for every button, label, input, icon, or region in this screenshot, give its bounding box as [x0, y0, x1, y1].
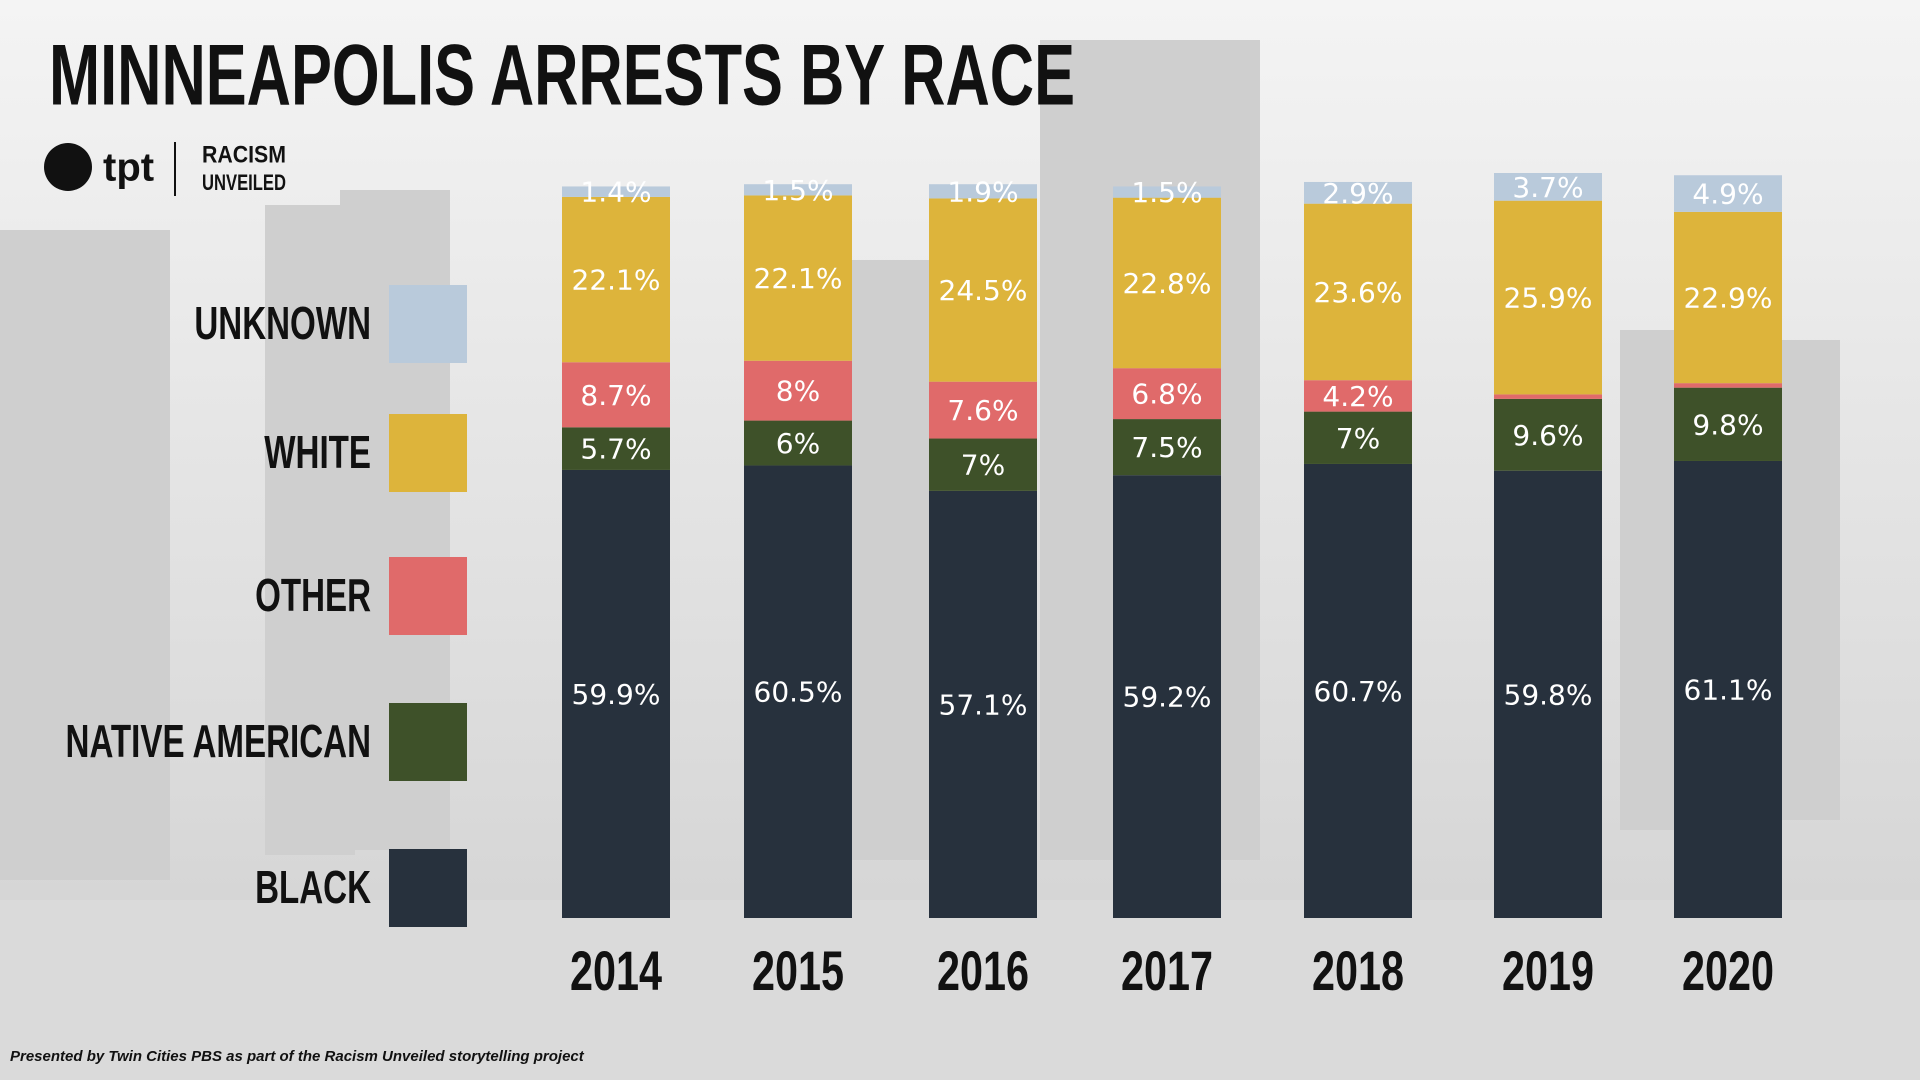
bar-segment [562, 469, 670, 918]
bar-segment [1113, 419, 1221, 476]
bar-segment [1674, 175, 1782, 212]
bar-segment [1674, 383, 1782, 388]
value-label: 59.2% [1123, 681, 1212, 714]
value-label: 25.9% [1504, 282, 1593, 315]
legend-swatch [389, 414, 467, 492]
value-label: 59.8% [1504, 678, 1593, 711]
bar-segment [1113, 475, 1221, 918]
value-label: 8% [776, 375, 820, 408]
value-label: 8.7% [580, 379, 651, 412]
value-label: 23.6% [1314, 276, 1403, 309]
footer: Presented by Twin Cities PBS as part of … [10, 1048, 585, 1065]
value-label: 4.9% [1692, 178, 1763, 211]
bar-segment [1494, 172, 1602, 201]
legend-swatch [389, 285, 467, 363]
bar-segment [744, 195, 852, 361]
bar-segment [1674, 211, 1782, 384]
bar-segment [744, 360, 852, 421]
bar-segment [1304, 463, 1412, 918]
x-tick-label: 2018 [1312, 939, 1404, 1002]
value-label: 2.9% [1322, 177, 1393, 210]
value-label: 61.1% [1684, 673, 1773, 706]
value-label: 22.1% [572, 264, 661, 297]
bar-segment [744, 184, 852, 196]
x-tick-label: 2017 [1121, 939, 1213, 1002]
bar-segment [1674, 387, 1782, 461]
project-name: UNVEILED [202, 170, 286, 195]
value-label: 7% [1336, 422, 1380, 455]
x-tick-label: 2016 [937, 939, 1029, 1002]
value-label: 3.7% [1512, 171, 1583, 204]
value-label: 1.4% [580, 176, 651, 209]
x-tick-label: 2019 [1502, 939, 1594, 1002]
value-label: 9.6% [1512, 419, 1583, 452]
value-label: 1.5% [1131, 176, 1202, 209]
bar-segment [562, 196, 670, 363]
bar-segment [1113, 197, 1221, 369]
value-label: 6.8% [1131, 378, 1202, 411]
x-tick-label: 2014 [570, 939, 662, 1002]
value-label: 24.5% [939, 274, 1028, 307]
bar-segment [562, 186, 670, 197]
value-label: 1.5% [762, 174, 833, 207]
value-label: 7.5% [1131, 431, 1202, 464]
chart-title: MINNEAPOLIS ARRESTS BY RACE [49, 28, 1075, 124]
value-label: 22.1% [754, 262, 843, 295]
value-label: 9.8% [1692, 408, 1763, 441]
value-label: 22.8% [1123, 267, 1212, 300]
value-label: 5.7% [580, 433, 651, 466]
pbs-logo [44, 143, 92, 191]
bar-segment [1494, 470, 1602, 918]
value-label: 4.2% [1322, 380, 1393, 413]
value-label: 22.9% [1684, 282, 1773, 315]
x-tick-label: 2015 [752, 939, 844, 1002]
value-label: 1.9% [947, 175, 1018, 208]
bar-segment [1674, 460, 1782, 918]
bar-segment [929, 184, 1037, 199]
project-name: RACISM [202, 141, 286, 168]
legend-swatch [389, 557, 467, 635]
value-label: 59.9% [572, 678, 661, 711]
legend-label: NATIVE AMERICAN [66, 715, 371, 767]
value-label: 60.5% [754, 676, 843, 709]
bar-segment [1304, 203, 1412, 381]
value-label: 57.1% [939, 688, 1028, 721]
value-label: 6% [776, 427, 820, 460]
bar-segment [1494, 394, 1602, 399]
bar-segment [1494, 398, 1602, 471]
brand-logo: tpt [103, 146, 154, 190]
bar-segment [1113, 368, 1221, 420]
bar-segment [562, 427, 670, 470]
legend-swatch [389, 849, 467, 927]
bar-segment [744, 420, 852, 466]
bar-segment [744, 465, 852, 918]
bar-segment [1113, 186, 1221, 198]
legend-label: UNKNOWN [194, 297, 371, 349]
value-label: 7% [961, 449, 1005, 482]
bar-segment [1304, 181, 1412, 204]
value-label: 7.6% [947, 394, 1018, 427]
bar-segment [1304, 411, 1412, 464]
legend-label: BLACK [255, 861, 371, 913]
bar-segment [562, 362, 670, 428]
bar-segment [1494, 200, 1602, 395]
x-tick-label: 2020 [1682, 939, 1774, 1002]
bar-segment [929, 198, 1037, 382]
bar-segment [929, 381, 1037, 439]
bar-segment [929, 438, 1037, 491]
bar-segment [1304, 380, 1412, 412]
legend-swatch [389, 703, 467, 781]
value-label: 60.7% [1314, 675, 1403, 708]
legend-label: OTHER [255, 569, 371, 621]
legend-label: WHITE [264, 426, 371, 478]
bar-segment [929, 490, 1037, 918]
